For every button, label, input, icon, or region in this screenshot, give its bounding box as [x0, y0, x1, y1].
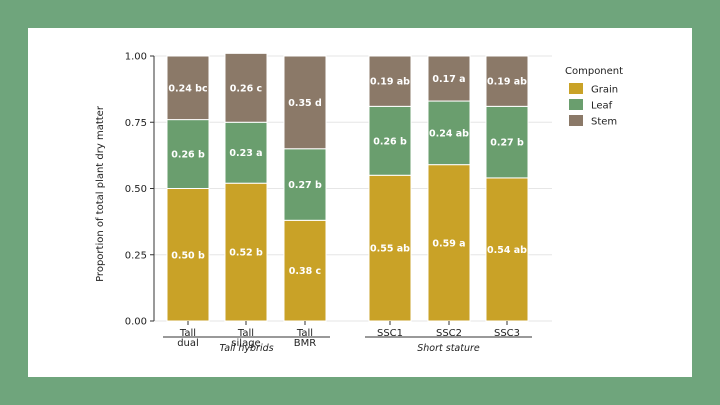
bar-segment-leaf — [427, 100, 471, 166]
bar-segment-grain — [368, 174, 412, 322]
legend-label-grain: Grain — [591, 85, 618, 96]
x-tick-label: SSC2 — [436, 328, 462, 339]
bar-value-label: 0.26 b — [171, 150, 205, 161]
y-tick-label: 0.25 — [125, 250, 147, 261]
y-tick-label: 0.50 — [125, 184, 147, 195]
bar-segment-stem — [166, 55, 210, 121]
bar-segment-stem — [224, 52, 268, 123]
group-label: Tall hybrids — [219, 343, 273, 354]
bar-value-label: 0.27 b — [490, 138, 524, 149]
y-tick-label: 0.75 — [125, 118, 147, 129]
bar-value-label: 0.23 a — [229, 148, 262, 159]
stacked-bar-chart: 0.50 b 0.26 b 0.24 bc 0.52 b 0.23 a 0.26 c 0.3… — [95, 52, 623, 355]
bar-value-label: 0.27 b — [288, 180, 322, 191]
x-tick-label: Tall — [237, 328, 254, 339]
bar-value-label: 0.24 ab — [429, 128, 469, 139]
bar-value-label: 0.54 ab — [487, 245, 527, 256]
x-tick-label: Tall — [179, 328, 196, 339]
bar-value-label: 0.55 ab — [370, 244, 410, 255]
bar-value-label: 0.26 b — [373, 136, 407, 147]
bar-segment-leaf — [283, 148, 327, 221]
bar-segment-grain — [166, 188, 210, 322]
legend-swatch-grain — [569, 83, 583, 94]
x-tick-label: SSC3 — [494, 328, 520, 339]
bar-value-label: 0.19 ab — [370, 77, 410, 88]
x-tick-label: Tall — [296, 328, 313, 339]
bar-segment-grain — [283, 219, 327, 322]
y-axis: 0.00 0.25 0.50 0.75 1.00 — [125, 52, 155, 328]
bar-segment-stem — [427, 55, 471, 102]
bar-segment-grain — [427, 164, 471, 322]
legend-swatch-stem — [569, 115, 583, 126]
bar-value-label: 0.19 ab — [487, 77, 527, 88]
y-tick-label: 1.00 — [125, 52, 147, 63]
bar-value-label: 0.24 bc — [168, 83, 207, 94]
legend: Component Grain Leaf Stem — [565, 66, 623, 128]
legend-label-leaf: Leaf — [591, 101, 613, 112]
bar-value-label: 0.35 d — [288, 98, 322, 109]
bar-segment-grain — [485, 177, 529, 322]
y-axis-title: Proportion of total plant dry matter — [95, 105, 106, 282]
bar-value-label: 0.52 b — [229, 248, 263, 259]
bar-segment-stem — [485, 55, 529, 107]
legend-swatch-leaf — [569, 99, 583, 110]
bar-value-label: 0.59 a — [432, 238, 465, 249]
legend-label-stem: Stem — [591, 117, 617, 128]
bars: 0.50 b 0.26 b 0.24 bc 0.52 b 0.23 a 0.26 c 0.3… — [166, 52, 529, 322]
bar-segment-stem — [283, 55, 327, 150]
figure-panel: 0.50 b 0.26 b 0.24 bc 0.52 b 0.23 a 0.26 c 0.3… — [28, 28, 692, 377]
bar-value-label: 0.26 c — [230, 83, 262, 94]
group-label: Short stature — [417, 343, 480, 354]
bar-segment-leaf — [166, 119, 210, 189]
y-tick-label: 0.00 — [125, 317, 147, 328]
x-tick-label: dual — [177, 338, 199, 349]
bar-value-label: 0.50 b — [171, 250, 205, 261]
bar-segment-leaf — [485, 105, 529, 179]
bar-value-label: 0.38 c — [289, 266, 321, 277]
bar-value-label: 0.17 a — [432, 74, 465, 85]
x-tick-label: BMR — [294, 338, 316, 349]
x-tick-label: SSC1 — [377, 328, 403, 339]
legend-title: Component — [565, 66, 623, 77]
bar-segment-stem — [368, 55, 412, 107]
x-tick-label: silage — [231, 338, 260, 349]
